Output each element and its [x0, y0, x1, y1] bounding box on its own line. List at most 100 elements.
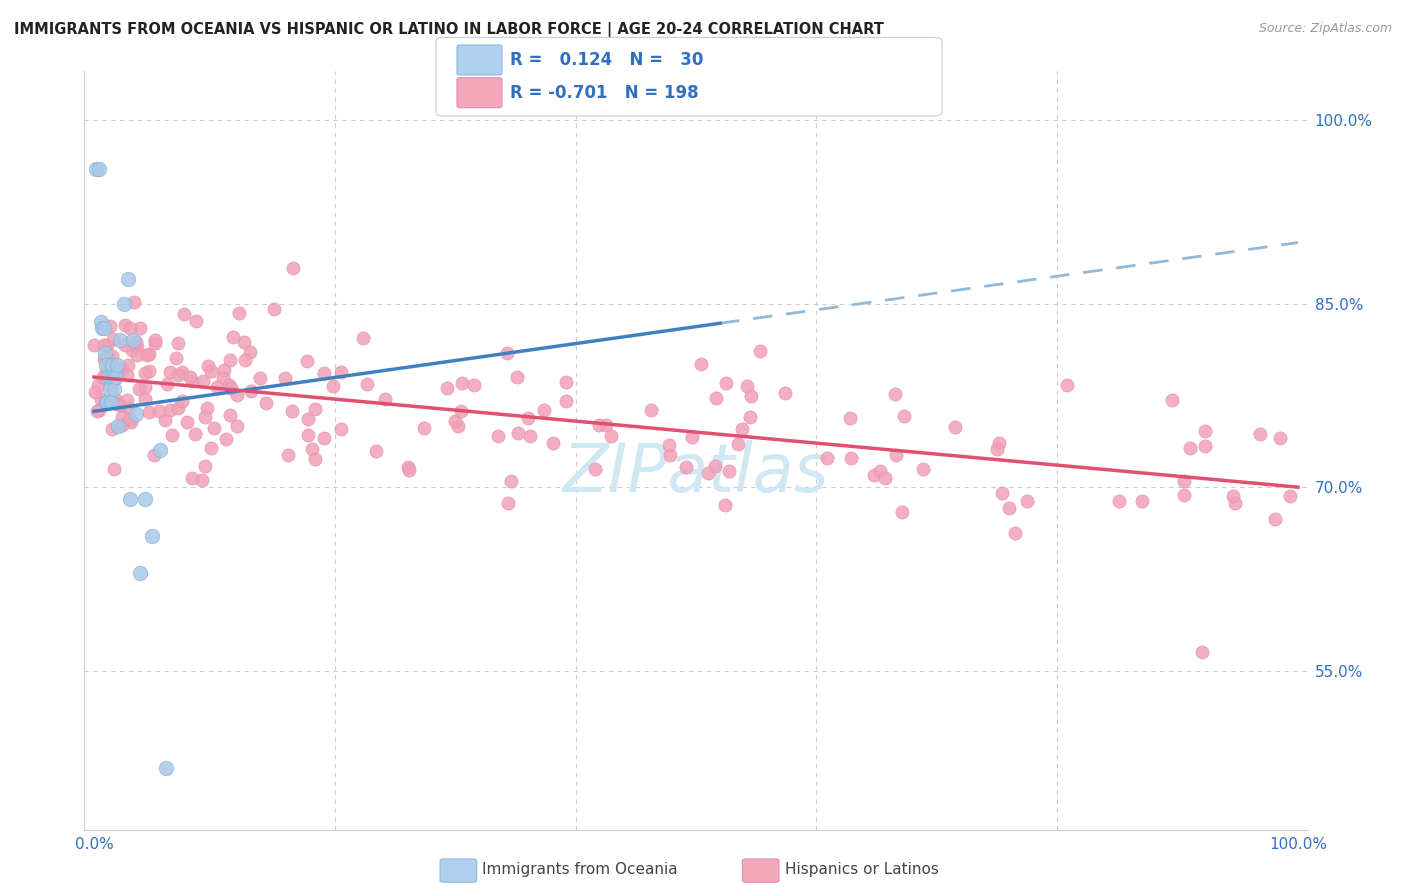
Point — [297, 427, 319, 442]
Point — [463, 378, 485, 392]
Point — [83, 338, 105, 352]
Point — [839, 411, 862, 425]
Point — [141, 529, 163, 543]
Point — [815, 451, 838, 466]
Point — [727, 436, 749, 450]
Point — [554, 375, 576, 389]
Point — [124, 334, 146, 349]
Point — [839, 450, 862, 465]
Point — [533, 402, 555, 417]
Point — [100, 349, 122, 363]
Point — [987, 435, 1010, 450]
Point — [555, 393, 578, 408]
Point — [219, 381, 242, 395]
Point — [179, 370, 201, 384]
Point — [740, 389, 762, 403]
Text: ZIPatlas: ZIPatlas — [562, 441, 830, 506]
Point — [115, 368, 138, 383]
Point — [138, 364, 160, 378]
Point — [197, 359, 219, 373]
Point — [519, 429, 541, 443]
Point — [506, 370, 529, 384]
Point — [295, 353, 318, 368]
Point — [120, 415, 142, 429]
Point — [93, 321, 115, 335]
Text: Hispanics or Latinos: Hispanics or Latinos — [785, 863, 938, 877]
Point — [87, 403, 110, 417]
Point — [1222, 489, 1244, 503]
Point — [297, 412, 319, 426]
Point — [986, 442, 1008, 457]
Point — [263, 301, 285, 316]
Point — [129, 321, 152, 335]
Point — [773, 385, 796, 400]
Point — [93, 337, 115, 351]
Point — [103, 462, 125, 476]
Point — [105, 358, 128, 372]
Point — [93, 352, 115, 367]
Point — [873, 471, 896, 485]
Point — [281, 261, 304, 276]
Point — [101, 373, 124, 387]
Point — [374, 392, 396, 407]
Point — [600, 429, 623, 443]
Point — [501, 474, 523, 488]
Point — [200, 364, 222, 378]
Point — [891, 505, 914, 519]
Point — [100, 422, 122, 436]
Point — [94, 369, 117, 384]
Point — [134, 366, 156, 380]
Point — [991, 486, 1014, 500]
Point — [254, 396, 277, 410]
Point — [215, 432, 238, 446]
Point — [134, 380, 156, 394]
Point — [105, 396, 128, 410]
Point — [1108, 494, 1130, 508]
Point — [219, 408, 242, 422]
Point — [117, 359, 139, 373]
Point — [100, 368, 122, 382]
Point — [690, 357, 713, 371]
Point — [486, 429, 509, 443]
Point — [104, 393, 127, 408]
Point — [352, 331, 374, 345]
Point — [143, 333, 166, 347]
Point — [436, 381, 458, 395]
Text: R =   0.124   N =   30: R = 0.124 N = 30 — [510, 51, 704, 69]
Point — [1130, 494, 1153, 508]
Point — [749, 343, 772, 358]
Point — [912, 462, 935, 476]
Point — [883, 387, 905, 401]
Point — [148, 404, 170, 418]
Point — [893, 409, 915, 423]
Point — [1161, 393, 1184, 408]
Point — [398, 463, 420, 477]
Point — [304, 451, 326, 466]
Point — [110, 362, 132, 376]
Point — [87, 162, 110, 177]
Point — [134, 392, 156, 406]
Text: IMMIGRANTS FROM OCEANIA VS HISPANIC OR LATINO IN LABOR FORCE | AGE 20-24 CORRELA: IMMIGRANTS FROM OCEANIA VS HISPANIC OR L… — [14, 22, 884, 38]
Point — [588, 417, 610, 432]
Text: R = -0.701   N = 198: R = -0.701 N = 198 — [510, 84, 699, 102]
Point — [450, 376, 472, 391]
Point — [943, 420, 966, 434]
Point — [90, 315, 112, 329]
Point — [239, 345, 262, 359]
Point — [165, 351, 187, 366]
Point — [181, 374, 204, 388]
Point — [125, 407, 148, 421]
Point — [101, 358, 124, 372]
Point — [226, 387, 249, 401]
Point — [86, 404, 108, 418]
Point — [1249, 426, 1271, 441]
Point — [1173, 475, 1195, 489]
Point — [98, 382, 121, 396]
Point — [91, 321, 114, 335]
Point — [659, 448, 682, 462]
Point — [136, 348, 159, 362]
Point — [495, 346, 517, 360]
Point — [444, 414, 467, 428]
Point — [1056, 378, 1078, 392]
Point — [155, 761, 177, 775]
